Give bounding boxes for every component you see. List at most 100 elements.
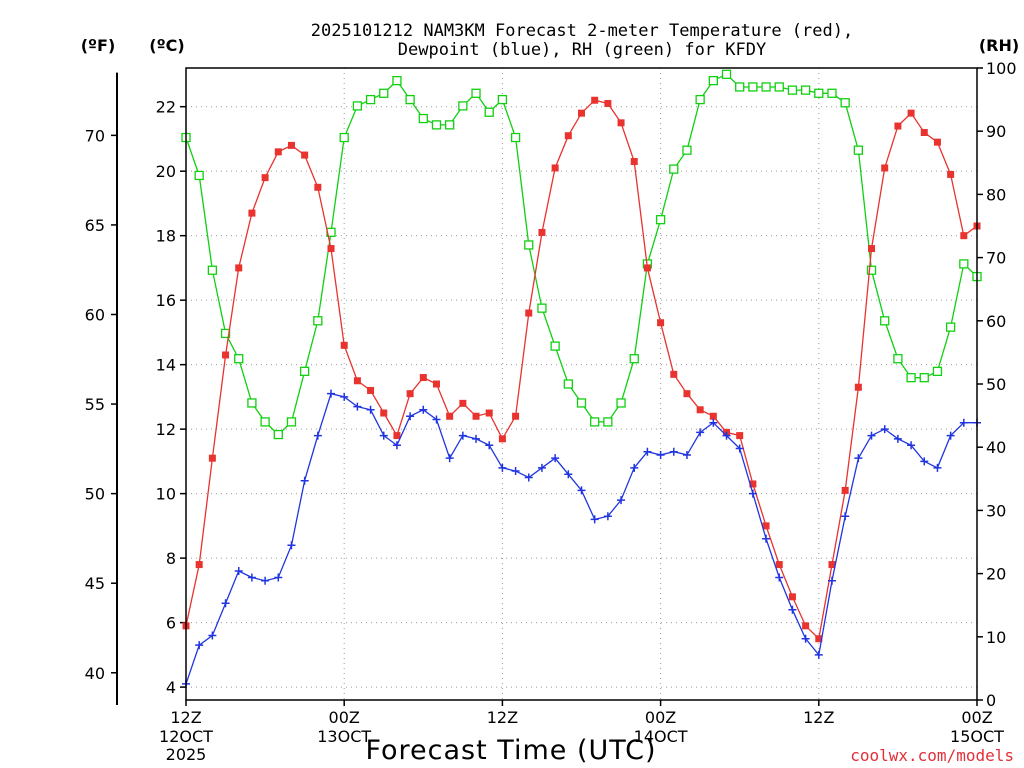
- dewpoint-point: [247, 573, 256, 582]
- rh-point: [932, 366, 943, 377]
- dewpoint-point: [472, 434, 481, 443]
- rh-tick-label: 70: [986, 249, 1006, 268]
- rh-point: [405, 94, 415, 105]
- dewpoint-point: [762, 534, 771, 543]
- rh-point: [919, 373, 929, 383]
- 2-meter-temperature-point: [762, 522, 770, 530]
- dewpoint-point: [814, 650, 823, 659]
- 2-meter-temperature-point: [736, 432, 744, 440]
- dewpoint-point: [603, 512, 612, 521]
- 2-meter-temperature-point: [920, 128, 928, 136]
- rh-series: [181, 69, 982, 440]
- rh-point: [748, 82, 758, 92]
- rh-point: [906, 373, 916, 383]
- fahrenheit-tick-label: 70: [85, 126, 105, 145]
- 2-meter-temperature-point: [947, 170, 955, 178]
- dewpoint-point: [722, 431, 731, 440]
- dewpoint-point: [788, 605, 797, 614]
- axis-ticks: 4 6 8 10 12 14 16 18 20 22 40 45 50 55 60 65 70 0 10 20 30 40…: [85, 59, 1017, 764]
- 2-meter-temperature-point: [235, 264, 243, 272]
- dewpoint-point: [379, 431, 388, 440]
- celsius-tick-label: 8: [166, 549, 176, 568]
- dewpoint-point: [313, 431, 322, 440]
- rh-point: [247, 398, 257, 408]
- x-tick-label-date: 12OCT: [159, 727, 213, 746]
- 2-meter-temperature-point: [591, 96, 599, 104]
- rh-point: [458, 101, 468, 111]
- rh-point: [207, 265, 218, 275]
- x-tick-label-year: 2025: [166, 745, 207, 764]
- rh-point: [800, 85, 811, 95]
- 2-meter-temperature-point: [393, 432, 401, 440]
- rh-point: [220, 328, 231, 339]
- fahrenheit-tick-label: 50: [85, 485, 105, 504]
- rh-point: [339, 132, 349, 143]
- rh-axis-label: (RH): [979, 36, 1019, 55]
- 2-meter-temperature-point: [327, 245, 335, 253]
- 2-meter-temperature-point: [498, 435, 506, 443]
- dewpoint-point: [445, 454, 454, 463]
- rh-point: [484, 107, 494, 117]
- 2-meter-temperature-point: [538, 228, 546, 236]
- rh-tick-label: 0: [986, 691, 996, 710]
- dewpoint-point: [933, 463, 942, 472]
- rh-point: [655, 215, 666, 225]
- rh-point: [695, 94, 705, 105]
- 2-meter-temperature-point: [683, 390, 691, 398]
- x-tick-label-date: 14OCT: [634, 727, 688, 746]
- 2-meter-temperature-point: [696, 406, 704, 414]
- 2-meter-temperature-point: [222, 351, 230, 359]
- 2-meter-temperature-point: [815, 635, 823, 643]
- rh-point: [352, 101, 363, 111]
- 2-meter-temperature-point: [208, 454, 216, 462]
- rh-point: [510, 132, 521, 143]
- dewpoint-point: [208, 631, 217, 640]
- rh-point: [194, 170, 204, 181]
- dewpoint-point: [682, 450, 691, 459]
- celsius-tick-label: 10: [156, 485, 176, 504]
- rh-point: [866, 265, 877, 275]
- 2-meter-temperature-point: [841, 486, 849, 494]
- dewpoint-point: [801, 634, 810, 643]
- dewpoint-point: [577, 486, 586, 495]
- rh-point: [787, 85, 798, 95]
- dewpoint-point: [353, 402, 362, 411]
- 2-meter-temperature-point: [301, 151, 309, 159]
- dewpoint-point: [946, 431, 955, 440]
- x-tick-label-hour: 00Z: [329, 708, 360, 727]
- dewpoint-point: [511, 467, 520, 476]
- 2-meter-temperature-point: [287, 141, 295, 149]
- rh-point: [418, 113, 428, 124]
- rh-point: [721, 69, 732, 79]
- dewpoint-point: [854, 454, 863, 463]
- dewpoint-point: [696, 428, 705, 437]
- x-tick-label-date: 13OCT: [317, 727, 371, 746]
- dewpoint-point: [630, 463, 639, 472]
- dewpoint-point: [261, 576, 270, 585]
- dewpoint-point: [458, 431, 467, 440]
- 2-meter-temperature-point: [960, 232, 968, 240]
- plot-frame: [185, 67, 978, 701]
- celsius-tick-label: 4: [166, 678, 176, 697]
- 2-meter-temperature-point: [551, 164, 559, 172]
- 2-meter-temperature-point: [643, 264, 651, 272]
- dewpoint-point: [234, 567, 243, 576]
- dewpoint-point: [867, 431, 876, 440]
- dewpoint-point: [419, 405, 428, 414]
- 2-meter-temperature-point: [630, 158, 638, 166]
- dewpoint-point: [880, 425, 889, 434]
- 2-meter-temperature-point: [419, 374, 427, 382]
- rh-point: [299, 366, 310, 377]
- 2-meter-temperature-point: [525, 309, 533, 317]
- 2-meter-temperature-point: [261, 174, 269, 182]
- celsius-tick-label: 16: [156, 291, 176, 310]
- rh-point: [260, 417, 270, 427]
- rh-point: [669, 164, 679, 174]
- celsius-axis-label: (ºC): [149, 36, 184, 55]
- rh-point: [959, 259, 969, 269]
- 2-meter-temperature-point: [894, 122, 902, 130]
- dewpoint-point: [524, 473, 533, 482]
- credit-text: coolwx.com/models: [850, 746, 1014, 765]
- 2-meter-temperature-point: [788, 593, 796, 601]
